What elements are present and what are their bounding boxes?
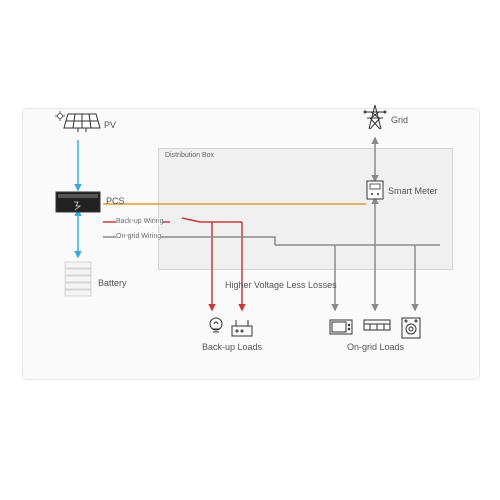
smart-meter-label: Smart Meter	[388, 186, 438, 196]
backup-wiring-label: Back-up Wiring	[116, 218, 163, 225]
ongrid-wiring-label: On-grid Wiring	[116, 233, 161, 240]
battery-icon	[63, 262, 93, 307]
ongrid-loads-icon	[330, 316, 440, 345]
wiring-lines	[0, 0, 500, 500]
grid-label: Grid	[391, 115, 408, 125]
smart-meter-icon	[367, 181, 383, 204]
battery-label: Battery	[98, 278, 127, 288]
caption-label: Higher Voltage Less Losses	[225, 280, 337, 290]
pcs-label: PCS	[106, 196, 125, 206]
pv-icon	[64, 112, 100, 139]
backup-loads-label: Back-up Loads	[202, 342, 262, 352]
backup-loads-icon	[202, 316, 262, 345]
ongrid-loads-label: On-grid Loads	[347, 342, 404, 352]
pcs-icon	[56, 192, 100, 219]
pv-label: PV	[104, 120, 116, 130]
grid-icon	[363, 105, 387, 134]
